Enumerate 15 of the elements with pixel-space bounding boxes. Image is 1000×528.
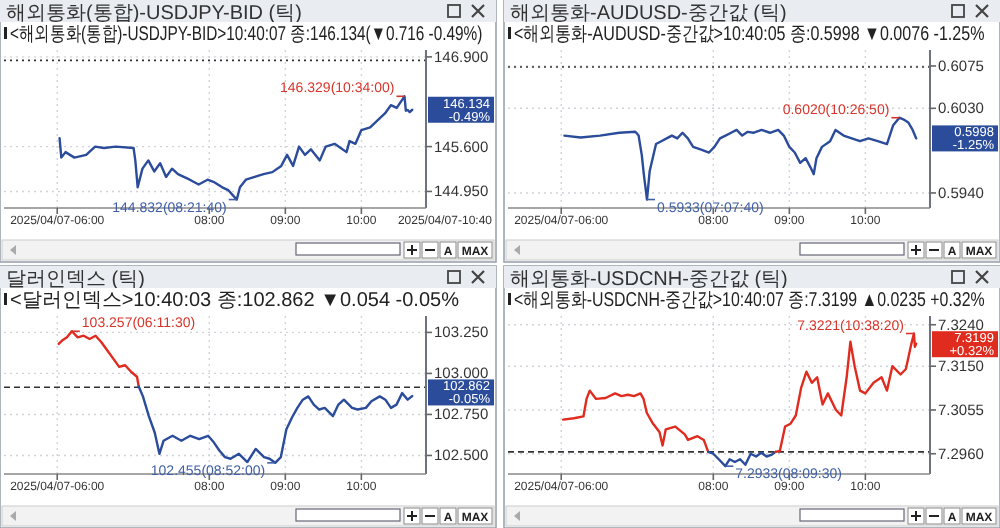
- line-series: [707, 450, 777, 468]
- chart-subtitle: <해외통화-USDCNH-중간값>10:40:07 종:7.3199 ▲0.0235 +0.32%: [514, 288, 985, 311]
- chart-subtitle: <해외통화(통합)-USDJPY-BID>10:40:07 종:146.134(▼0.716 -0.49%): [10, 22, 483, 45]
- line-series: [137, 385, 414, 465]
- chart-title: 달러인덱스 (틱): [6, 269, 145, 291]
- line-series: [561, 389, 710, 454]
- line-series: [58, 95, 414, 201]
- line-series: [57, 330, 140, 388]
- chart-title: 해외통화-USDCNH-중간값 (틱): [510, 269, 788, 291]
- line-series: [774, 332, 918, 454]
- chart-title: 해외통화-AUDUSD-중간값 (틱): [510, 3, 787, 25]
- chart-title: 해외통화(통합)-USDJPY-BID (틱): [6, 3, 302, 25]
- line-series: [563, 116, 918, 201]
- chart-subtitle: <해외통화-AUDUSD-중간값>10:40:05 종:0.5998 ▼0.0076 -1.25%: [514, 22, 985, 45]
- chart-subtitle: <달러인덱스>10:40:03 종:102.862 ▼0.054 -0.05%: [10, 290, 460, 312]
